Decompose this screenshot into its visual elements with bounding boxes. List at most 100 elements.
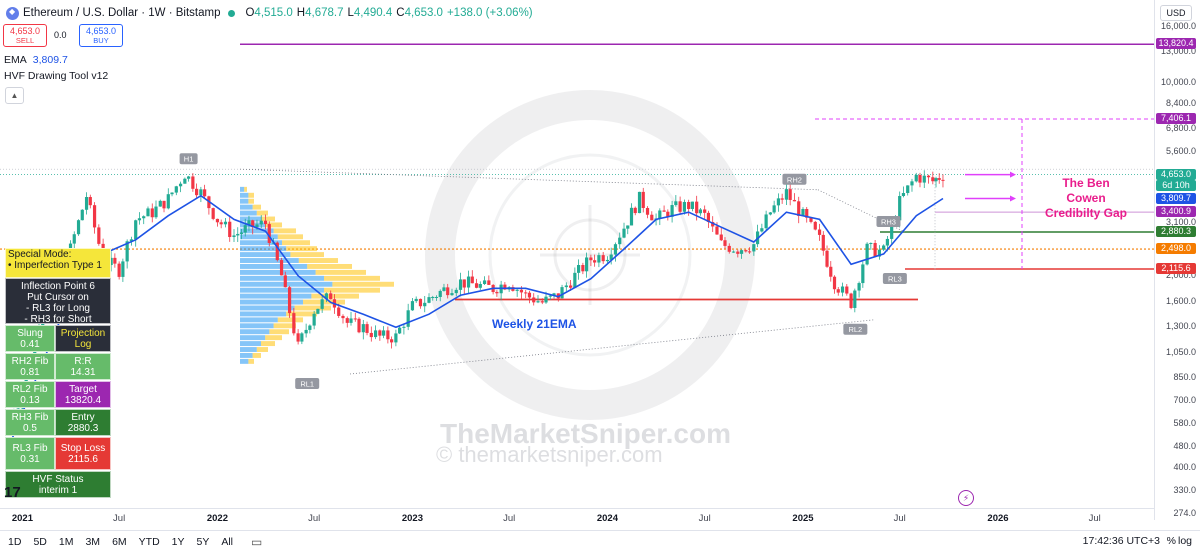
volume-profile-bar (277, 234, 303, 240)
volume-profile-bar (290, 252, 324, 258)
candle-body (747, 251, 752, 253)
candle-body (316, 308, 320, 314)
candle-body (418, 298, 423, 307)
pivot-label-rl3[interactable]: RL3 (882, 273, 907, 285)
volume-profile-bar (311, 293, 359, 299)
timeframe-5d[interactable]: 5D (33, 535, 47, 548)
candle-body (381, 330, 386, 336)
candle-body (768, 212, 773, 215)
candle-body (178, 183, 183, 187)
candle-body (910, 181, 914, 186)
special-mode-label: Special Mode: (8, 249, 72, 260)
candle-body (300, 333, 304, 342)
clock[interactable]: 17:42:36 UTC+3 (1082, 535, 1160, 547)
pivot-label-rl2[interactable]: RL2 (843, 323, 868, 335)
volume-profile-bar (240, 192, 249, 198)
change-value: +138.0 (+3.06%) (446, 7, 533, 19)
candle-body (711, 222, 715, 227)
pivot-label-rh3[interactable]: RH3 (876, 216, 901, 228)
candle-body (478, 284, 482, 288)
date-range-icon[interactable]: ▭ (251, 534, 263, 549)
candle-body (414, 298, 418, 302)
candle-body (255, 224, 259, 228)
pivot-label-rl1[interactable]: RL1 (295, 378, 320, 390)
y-tick-label: 13,000.0 (1160, 45, 1196, 56)
volume-profile-bar (240, 246, 287, 252)
volume-profile-bar (273, 228, 296, 234)
candle-body (134, 220, 138, 240)
volume-profile-bar (265, 222, 282, 228)
timeframe-6m[interactable]: 6M (112, 535, 127, 548)
price-axis[interactable] (1154, 0, 1200, 520)
candle-body (166, 194, 170, 209)
time-axis[interactable] (0, 508, 1154, 529)
candle-body (540, 301, 544, 303)
candle-body (739, 250, 744, 254)
candle-body (341, 315, 345, 319)
rl3-fib-cell: RL3 Fib 0.31 (5, 437, 55, 470)
candle-body (736, 251, 740, 254)
candle-body (373, 330, 378, 338)
symbol-title[interactable]: Ethereum / U.S. Dollar · 1W · Bitstamp (23, 7, 221, 19)
pivot-label-h1[interactable]: H1 (179, 153, 198, 165)
candle-body (853, 290, 857, 308)
timeframe-1y[interactable]: 1Y (171, 535, 185, 548)
candle-body (577, 265, 581, 273)
price-tag-countdown: 6d 10h (1156, 179, 1196, 191)
volume-profile-bar (240, 335, 266, 341)
candle-body (434, 296, 439, 298)
sell-button[interactable]: 4,653.0 SELL (3, 24, 47, 47)
timeframe-3m[interactable]: 3M (85, 535, 101, 548)
timeframe-all[interactable]: All (221, 535, 234, 548)
timeframe-1d[interactable]: 1D (8, 535, 22, 548)
volume-profile-bar (240, 216, 261, 222)
volume-profile-bar (240, 299, 303, 305)
candle-body (402, 326, 406, 328)
candle-body (662, 210, 666, 212)
timeframe-5y[interactable]: 5Y (196, 535, 210, 548)
lightning-icon[interactable]: ⚡ (958, 490, 974, 506)
candle-body (706, 212, 711, 223)
candle-body (357, 318, 361, 333)
candle-body (174, 186, 178, 193)
volume-profile-bar (240, 311, 287, 317)
status-label: HVF Status (32, 474, 84, 485)
stop-value: 2115.6 (68, 454, 98, 465)
candle-body (536, 301, 540, 303)
price-tag-projection: 7,406.1 (1156, 112, 1196, 124)
candle-body (731, 251, 736, 253)
candle-body (239, 232, 244, 234)
candle-body (723, 240, 727, 246)
y-tick-label: 1,050.0 (1165, 346, 1196, 357)
candle-body (519, 289, 524, 293)
collapse-legend-button[interactable]: ▲ (5, 87, 24, 104)
pivot-label-rh2[interactable]: RH2 (782, 173, 807, 185)
timeframe-ytd[interactable]: YTD (138, 535, 160, 548)
currency-button[interactable]: USD (1160, 5, 1192, 21)
y-tick-label: 330.0 (1173, 485, 1196, 496)
y-tick-label: 8,400.0 (1165, 97, 1196, 108)
candle-body (605, 259, 610, 262)
ema-legend[interactable]: EMA 3,809.7 (4, 54, 68, 66)
buy-button[interactable]: 4,653.0 BUY (79, 24, 123, 47)
percent-toggle[interactable]: % (1166, 535, 1176, 547)
candle-body (776, 198, 781, 206)
y-tick-label: 480.0 (1173, 440, 1196, 451)
candle-body (552, 293, 556, 296)
price-chart[interactable]: H1 RL1 RH2 RL2 RH3 RL3 (0, 0, 1154, 508)
volume-profile-bar (240, 293, 312, 299)
rh2-fib-cell: RH2 Fib 0.81 (5, 353, 55, 380)
candle-body (601, 255, 605, 262)
volume-profile-bar (240, 341, 261, 347)
candle-body (80, 209, 84, 221)
hvf-legend[interactable]: HVF Drawing Tool v12 (4, 70, 109, 82)
candle-body (585, 257, 589, 272)
candle-body (398, 327, 402, 334)
symbol-header: Ethereum / U.S. Dollar · 1W · Bitstamp O… (6, 5, 533, 21)
inflection-line-3: - RL3 for Long (26, 303, 90, 314)
timeframe-1m[interactable]: 1M (58, 535, 74, 548)
tradingview-logo-icon[interactable]: 17 (4, 484, 21, 501)
buy-price: 4,653.0 (85, 26, 117, 36)
candle-body (873, 242, 877, 257)
log-toggle[interactable]: log (1177, 535, 1192, 547)
